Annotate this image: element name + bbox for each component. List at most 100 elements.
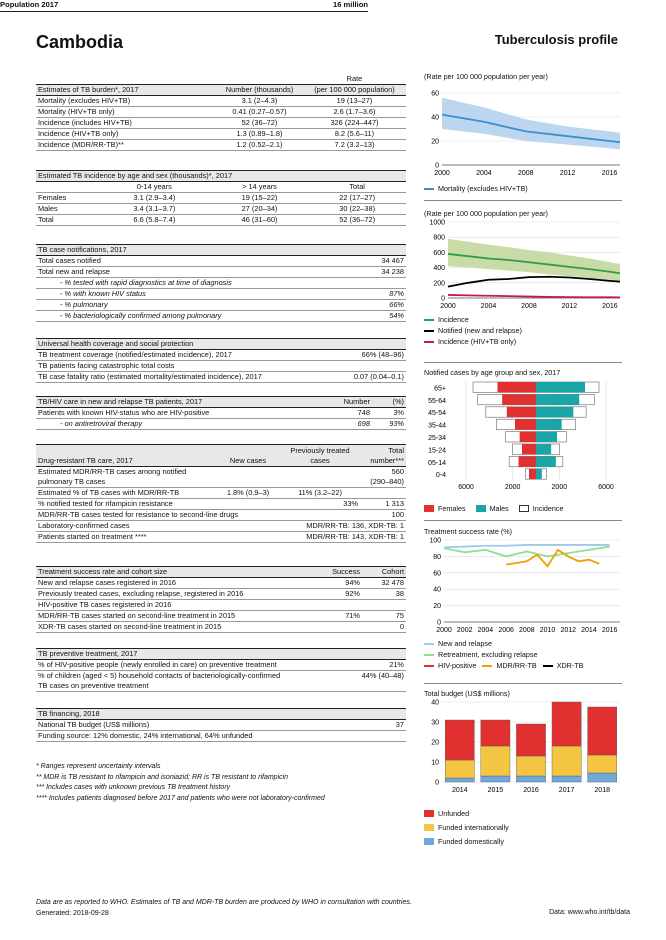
budget-bar-segment: [445, 777, 475, 783]
x-tick-label: 2004: [476, 170, 492, 177]
table-row: Total cases notified 34 467: [36, 255, 406, 267]
legend-item: Incidence (HIV+TB only): [424, 336, 622, 347]
x-tick-label: 2004: [478, 627, 494, 634]
footnote: ** MDR is TB resistant to rifampicin and…: [36, 773, 289, 781]
table-row: Incidence (includes HIV+TB) 52 (36–72) 326…: [36, 117, 406, 129]
table-row: Estimated MDR/RR-TB cases among notified…: [36, 466, 406, 488]
x-tick-label: 2008: [518, 170, 534, 177]
table-row: XDR-TB cases started on second-line trea…: [36, 621, 406, 633]
series-line: [447, 294, 621, 299]
table-row: Laboratory-confirmed cases MDR/RR-TB: 136…: [36, 520, 406, 532]
y-tick-label: 800: [433, 235, 445, 242]
uhc-table: Universal health coverage and social pro…: [36, 338, 406, 383]
budget-bar-segment: [445, 759, 475, 779]
x-tick-label: 2012: [560, 627, 576, 634]
male-bar: [536, 394, 580, 405]
female-bar: [506, 406, 536, 418]
budget-bar-segment: [516, 775, 546, 783]
category-label: 55-64: [428, 398, 446, 405]
mortality-chart: 0 20 40 60 2000 2004 2008 2012 2016: [431, 91, 621, 177]
x-tick-label: 6000: [458, 484, 474, 491]
chart-title: (Rate per 100 000 population per year): [424, 209, 548, 218]
legend-item: New and relapse: [424, 638, 622, 649]
population-label: Population 2017: [0, 0, 59, 9]
x-tick-label: 2018: [594, 787, 610, 794]
incidence-chart: 0 200 400 600 800 1000 2000 2004 2008 2012 2016: [429, 220, 621, 310]
x-tick-label: 2017: [559, 787, 575, 794]
footer-note: Data are as reported to WHO. Estimates o…: [36, 899, 412, 906]
female-bar: [502, 394, 536, 405]
x-tick-label: 2016: [602, 627, 618, 634]
data-source: Data: www.who.int/tb/data: [549, 909, 630, 916]
x-tick-label: 2015: [488, 787, 504, 794]
series-line: [447, 275, 621, 288]
series-line: [447, 253, 621, 275]
y-tick-label: 400: [433, 265, 445, 272]
table-row: TB case fatality ratio (estimated mortal…: [36, 371, 406, 383]
table-row: Females 3.1 (2.9–3.4) 19 (15–22) 22 (17–27): [36, 192, 406, 204]
y-tick-label: 100: [429, 538, 441, 545]
table-row: Total new and relapse 34 238: [36, 266, 406, 278]
legend-item: Notified (new and relapse): [424, 325, 622, 336]
x-tick-label: 2000: [436, 627, 452, 634]
budget-bar-segment: [480, 719, 511, 747]
female-bar: [497, 382, 536, 393]
budget-bar-segment: [480, 745, 511, 777]
footnote: * Ranges represent uncertainty intervals: [36, 763, 161, 770]
y-tick-label: 0: [435, 780, 439, 787]
category-label: 25-34: [428, 435, 446, 442]
uncertainty-band: [448, 238, 620, 281]
y-tick-label: 600: [433, 250, 445, 257]
budget-bar-segment: [551, 745, 582, 777]
col-header: Previously treated cases: [280, 444, 360, 467]
y-tick-label: 0: [441, 296, 445, 303]
budget-bar-segment: [516, 723, 546, 757]
profile-title: Tuberculosis profile: [494, 32, 618, 47]
legend: HIV-positive MDR/RR-TB XDR-TB: [424, 660, 622, 671]
chart-title: Notified cases by age group and sex, 201…: [424, 368, 561, 377]
budget-bar-segment: [480, 775, 511, 783]
table-row: Previously treated cases, excluding rela…: [36, 588, 406, 600]
y-tick-label: 0: [437, 620, 441, 627]
category-label: 65+: [434, 385, 446, 392]
budget-bar-segment: [445, 719, 475, 761]
col-header: (%): [372, 396, 406, 408]
x-tick-label: 2004: [481, 303, 497, 310]
x-tick-label: 2012: [562, 303, 578, 310]
legend-item: Incidence: [424, 314, 622, 325]
x-tick-label: 2010: [540, 627, 556, 634]
table-row: National TB budget (US$ millions) 37: [36, 719, 406, 731]
x-tick-label: 2000: [552, 484, 568, 491]
x-tick-label: 2000: [505, 484, 521, 491]
series-line: [505, 548, 600, 568]
rate-header-2: (per 100 000 population): [302, 84, 406, 96]
y-tick-label: 20: [433, 603, 441, 610]
col-header: Total number***: [360, 444, 406, 467]
female-bar: [529, 468, 536, 480]
col-header: 0-14 years: [98, 181, 211, 193]
uncertainty-band: [442, 97, 620, 150]
footnote: **** Includes patients diagnosed before …: [36, 794, 325, 802]
success-chart: 0 20 40 60 80 100 2000 2002 2004 2006 2008 2010 2012…: [429, 538, 620, 634]
category-label: 35-44: [428, 423, 446, 430]
category-label: 15-24: [428, 447, 446, 454]
y-tick-label: 80: [433, 554, 441, 561]
budget-chart: 0 10 20 30 40 2014 2015 2016 2017 2018: [431, 700, 620, 794]
agesex-table: Estimated TB incidence by age and sex (t…: [36, 170, 406, 226]
page-footer: Data are as reported to WHO. Estimates o…: [36, 898, 630, 919]
category-label: 0-4: [436, 472, 446, 479]
rate-header-1: Rate: [346, 74, 363, 83]
series-line: [443, 545, 610, 558]
footnote: *** Includes cases with unknown previous…: [36, 784, 231, 791]
col-header: New cases: [216, 444, 280, 467]
female-bar: [518, 456, 536, 467]
legend-item: Funded domestically: [424, 836, 622, 847]
y-tick-label: 40: [431, 115, 439, 122]
legend-item: Funded internationally: [424, 822, 622, 833]
x-tick-label: 2014: [581, 627, 597, 634]
table-row: Males 3.4 (3.1–3.7) 27 (20–34) 30 (22–38): [36, 203, 406, 215]
footnotes: * Ranges represent uncertainty intervals…: [36, 762, 325, 804]
series-line: [441, 113, 621, 144]
x-tick-label: 2012: [560, 170, 576, 177]
x-tick-label: 2000: [440, 303, 456, 310]
